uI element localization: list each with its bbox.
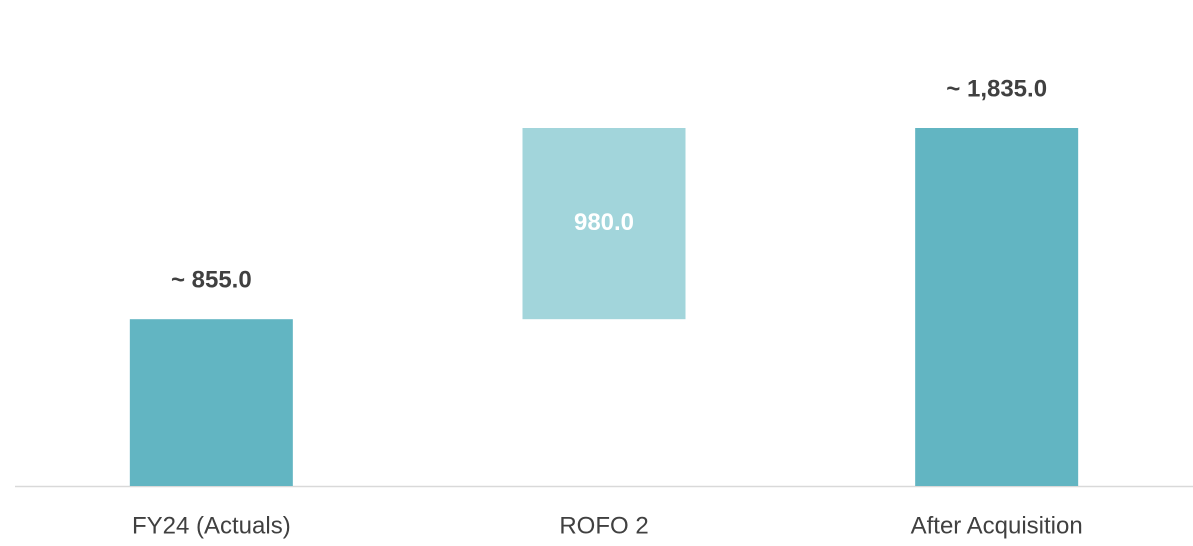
bar — [915, 128, 1079, 486]
bar — [129, 319, 293, 486]
x-tick-label: After Acquisition — [911, 512, 1083, 539]
x-tick-label: ROFO 2 — [559, 512, 648, 539]
value-label: 980.0 — [574, 209, 634, 236]
bar — [522, 128, 686, 320]
x-tick-label: FY24 (Actuals) — [132, 512, 291, 539]
value-label: ~ 1,835.0 — [946, 75, 1047, 102]
value-label: ~ 855.0 — [171, 267, 252, 294]
